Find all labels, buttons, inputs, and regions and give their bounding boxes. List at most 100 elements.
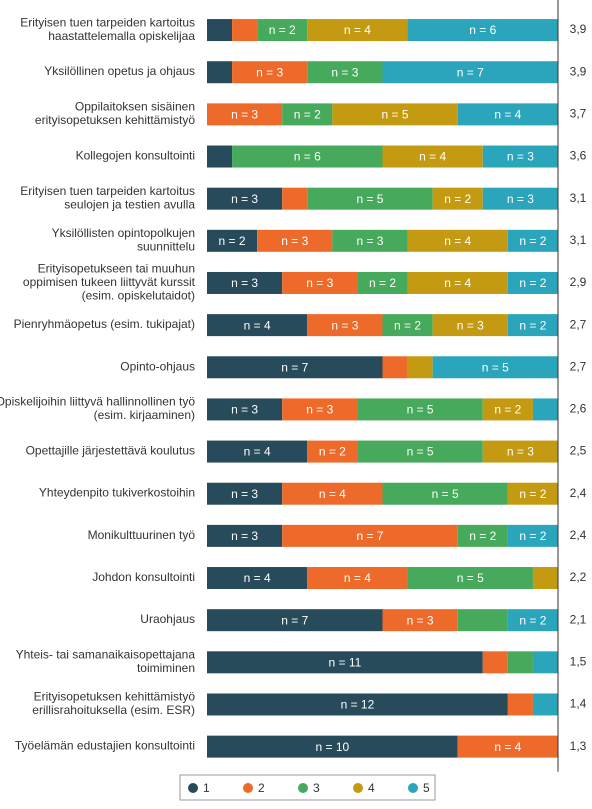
legend-marker xyxy=(353,783,363,793)
bar-segment xyxy=(457,103,558,126)
category-label: Erityisen tuen tarpeiden kartoitus seuloj… xyxy=(20,184,195,212)
value-label: n = 5 xyxy=(432,487,459,501)
bar-segment xyxy=(532,398,558,421)
value-label: n = 6 xyxy=(294,150,321,164)
bar-segment xyxy=(407,19,558,42)
mean-label: 2,4 xyxy=(570,486,587,500)
legend-marker xyxy=(243,783,253,793)
bar-segment xyxy=(307,61,383,84)
value-label: n = 4 xyxy=(344,23,371,37)
value-label: n = 3 xyxy=(507,192,534,206)
bar-segment xyxy=(482,398,533,421)
category-label: Opettajille järjestettävä koulutus xyxy=(26,444,195,458)
bar-segment xyxy=(282,482,383,505)
mean-label: 2,7 xyxy=(570,359,587,373)
bar-segment xyxy=(507,651,533,674)
category-label: Erityisen tuen tarpeiden kartoitus haasta… xyxy=(20,15,195,43)
bar-segment xyxy=(357,398,483,421)
bar-segment xyxy=(307,19,408,42)
bar-segment xyxy=(407,567,533,590)
legend-marker xyxy=(298,783,308,793)
value-label: n = 3 xyxy=(331,318,358,332)
bar-segment xyxy=(207,440,308,463)
bar-segment xyxy=(207,61,233,84)
legend-label: 2 xyxy=(258,781,265,795)
bar-segment xyxy=(207,103,283,126)
value-label: n = 7 xyxy=(356,529,383,543)
bar-segment xyxy=(507,271,558,294)
value-label: n = 3 xyxy=(231,487,258,501)
bar-segment xyxy=(457,735,558,758)
mean-label: 2,9 xyxy=(570,275,587,289)
bar-segment xyxy=(232,19,258,42)
value-label: n = 2 xyxy=(519,318,546,332)
value-label: n = 2 xyxy=(294,108,321,122)
mean-label: 3,1 xyxy=(570,233,587,247)
bar-segment xyxy=(257,229,333,252)
bar-segment xyxy=(207,187,283,210)
value-label: n = 4 xyxy=(244,318,271,332)
mean-label: 2,4 xyxy=(570,528,587,542)
legend-label: 5 xyxy=(423,781,430,795)
bar-segment xyxy=(332,229,408,252)
value-label: n = 2 xyxy=(394,318,421,332)
value-label: n = 3 xyxy=(281,234,308,248)
mean-label: 2,6 xyxy=(570,402,587,416)
value-label: n = 3 xyxy=(457,318,484,332)
category-label: Erityisopetukseen tai muuhun oppimisen tu… xyxy=(23,262,196,303)
value-label: n = 3 xyxy=(356,234,383,248)
mean-label: 1,3 xyxy=(570,739,587,753)
value-label: n = 2 xyxy=(494,403,521,417)
bar-segment xyxy=(407,356,433,379)
value-label: n = 3 xyxy=(256,65,283,79)
bar-segment xyxy=(257,19,308,42)
bar-segment xyxy=(207,356,383,379)
value-label: n = 3 xyxy=(306,403,333,417)
bar-segment xyxy=(507,482,558,505)
bar-segment xyxy=(282,271,358,294)
bar-segment xyxy=(207,524,283,547)
value-label: n = 2 xyxy=(319,445,346,459)
value-label: n = 4 xyxy=(244,571,271,585)
value-label: n = 3 xyxy=(407,613,434,627)
value-label: n = 5 xyxy=(356,192,383,206)
mean-label: 3,9 xyxy=(570,22,587,36)
category-label: Yksilöllinen opetus ja ohjaus xyxy=(44,64,195,78)
bar-segment xyxy=(507,609,558,632)
bar-segment xyxy=(382,314,433,337)
bar-segment xyxy=(507,229,558,252)
value-label: n = 2 xyxy=(444,192,471,206)
value-label: n = 2 xyxy=(519,529,546,543)
bar-segment xyxy=(382,145,483,168)
category-label: Monikulttuurinen työ xyxy=(88,528,196,542)
category-label: Oppilaitoksen sisäinen erityisopetuksen k… xyxy=(35,100,195,128)
value-label: n = 4 xyxy=(444,234,471,248)
mean-label: 2,5 xyxy=(570,444,587,458)
value-label: n = 3 xyxy=(507,150,534,164)
bar-segment xyxy=(432,314,508,337)
bar-segment xyxy=(232,145,383,168)
value-label: n = 4 xyxy=(344,571,371,585)
bar-segment xyxy=(307,314,383,337)
mean-label: 1,4 xyxy=(570,697,587,711)
category-label: Pienryhmäopetus (esim. tukipajat) xyxy=(14,317,195,331)
bar-segment xyxy=(207,693,508,716)
bar-segment xyxy=(207,482,283,505)
bar-segment xyxy=(207,609,383,632)
value-label: n = 4 xyxy=(244,445,271,459)
bar-segment xyxy=(382,482,508,505)
mean-label: 3,1 xyxy=(570,191,587,205)
bar-segment xyxy=(307,440,358,463)
bar-segment xyxy=(432,356,558,379)
legend-marker xyxy=(408,783,418,793)
value-label: n = 4 xyxy=(319,487,346,501)
bar-segment xyxy=(407,229,508,252)
value-label: n = 4 xyxy=(444,276,471,290)
value-label: n = 2 xyxy=(469,529,496,543)
bar-segment xyxy=(507,524,558,547)
value-label: n = 2 xyxy=(519,234,546,248)
category-label: Opiskelijoihin liittyvä hallinnollinen t… xyxy=(0,395,195,423)
bar-segment xyxy=(307,567,408,590)
bar-segment xyxy=(207,19,233,42)
legend-label: 4 xyxy=(368,781,375,795)
